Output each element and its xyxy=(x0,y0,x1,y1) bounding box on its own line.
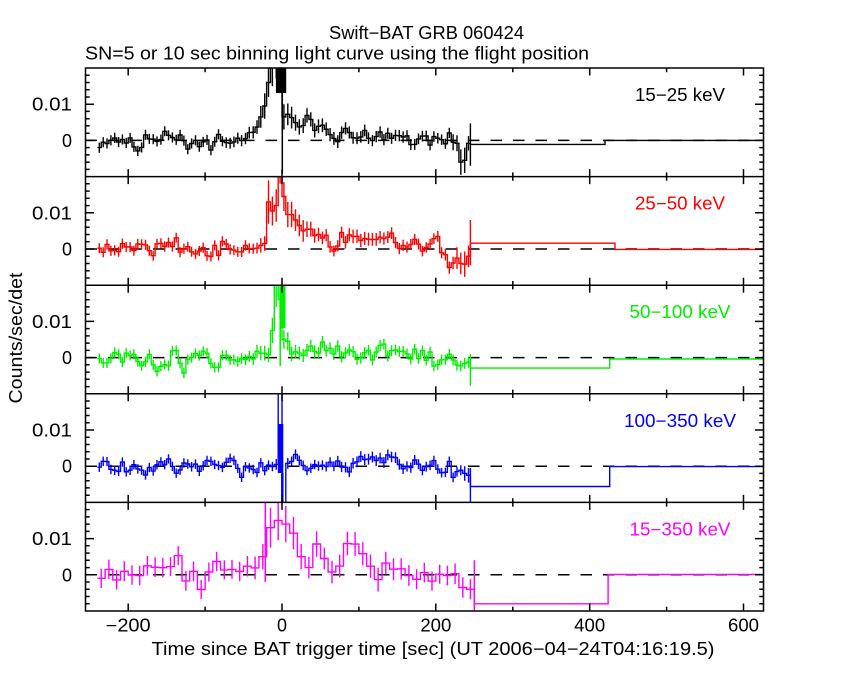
svg-text:0.01: 0.01 xyxy=(32,421,72,441)
svg-text:100−350 keV: 100−350 keV xyxy=(624,411,736,431)
svg-text:−200: −200 xyxy=(106,616,151,636)
svg-text:0: 0 xyxy=(62,240,72,260)
svg-text:0: 0 xyxy=(62,457,72,477)
svg-text:SN=5 or 10 sec binning light c: SN=5 or 10 sec binning light curve using… xyxy=(85,44,589,64)
svg-text:200: 200 xyxy=(420,616,451,636)
svg-text:400: 400 xyxy=(574,616,605,636)
svg-text:0: 0 xyxy=(62,348,72,368)
svg-text:Counts/sec/det: Counts/sec/det xyxy=(6,273,26,404)
svg-text:600: 600 xyxy=(728,616,759,636)
svg-text:25−50 keV: 25−50 keV xyxy=(635,194,725,214)
svg-text:50−100 keV: 50−100 keV xyxy=(630,302,731,322)
svg-text:Swift−BAT GRB 060424: Swift−BAT GRB 060424 xyxy=(329,23,524,43)
svg-text:0: 0 xyxy=(62,131,72,151)
svg-text:15−25 keV: 15−25 keV xyxy=(635,85,725,105)
svg-text:0.01: 0.01 xyxy=(32,203,72,223)
svg-text:0: 0 xyxy=(62,565,72,585)
svg-text:0: 0 xyxy=(277,616,287,636)
svg-text:0.01: 0.01 xyxy=(32,95,72,115)
svg-text:0.01: 0.01 xyxy=(32,529,72,549)
svg-text:15−350 keV: 15−350 keV xyxy=(630,519,731,539)
svg-text:Time since BAT trigger time [s: Time since BAT trigger time [sec] (UT 20… xyxy=(152,639,715,659)
svg-text:0.01: 0.01 xyxy=(32,312,72,332)
